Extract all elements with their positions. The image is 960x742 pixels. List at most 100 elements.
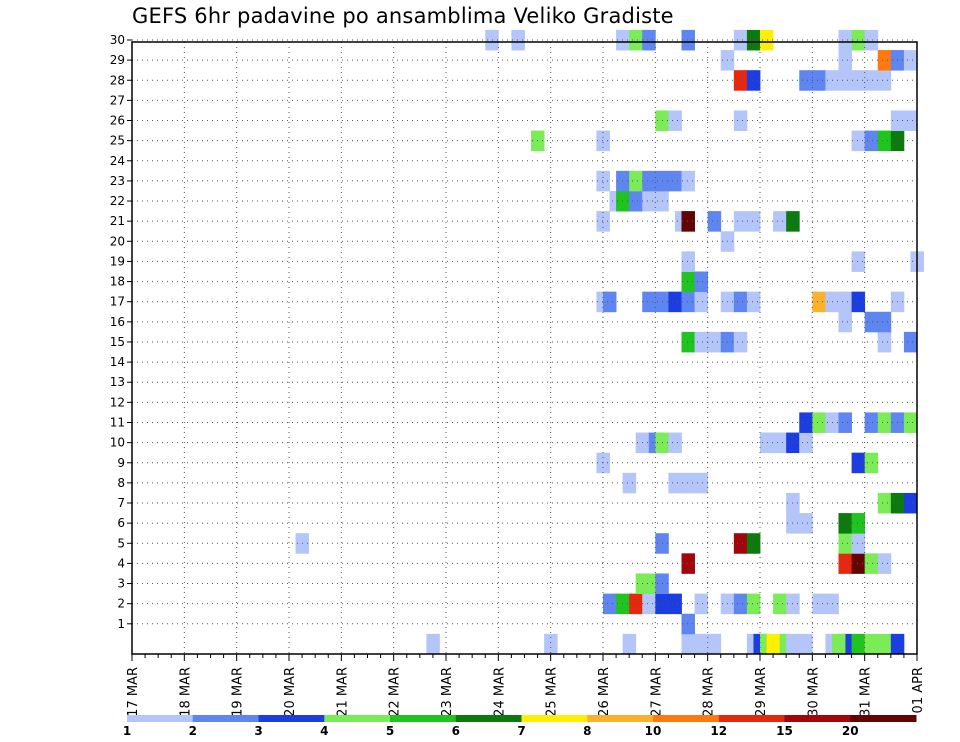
heatmap-cell-63: [851, 452, 866, 474]
legend-swatch-1: [192, 715, 259, 722]
heatmap-cell-55: [877, 492, 892, 514]
legend: 1 2 3 4 5 6 7 8 10 12 15 20: [123, 715, 917, 738]
heatmap-cell-68: [668, 432, 682, 454]
x-tick-label-13: 30 MAR: [806, 667, 821, 717]
heatmap-cell-22: [603, 593, 617, 615]
legend-label-11: 20: [842, 724, 859, 738]
legend-label-1: 2: [189, 724, 197, 738]
heatmap-cell-95: [668, 291, 682, 313]
heatmap-cell-139: [668, 110, 682, 131]
heatmap-cell-100: [746, 291, 761, 313]
legend-swatch-5: [455, 715, 522, 722]
heatmap-cell-148: [838, 70, 852, 91]
x-tick-label-2: 19 MAR: [231, 667, 246, 717]
heatmap-cell-118: [773, 211, 787, 232]
y-tick-label-22: 22: [110, 194, 125, 208]
heatmap-cell-166: [838, 29, 852, 51]
heatmap-cell-64: [864, 452, 879, 474]
heatmap-cell-165: [760, 29, 774, 51]
heatmap-cell-1: [544, 633, 558, 655]
heatmap-cell-40: [838, 553, 852, 574]
heatmap-cell-140: [733, 110, 748, 131]
heatmap-cell-83: [707, 331, 722, 353]
y-tick-label-18: 18: [110, 275, 125, 289]
x-tick-label-1: 18 MAR: [178, 667, 193, 717]
heatmap-cell-72: [799, 432, 813, 454]
heatmap-cell-144: [746, 70, 761, 91]
heatmap-cell-142: [903, 110, 918, 131]
heatmap-cell-58: [622, 472, 637, 494]
y-tick-label-30: 30: [110, 33, 125, 47]
heatmap-cell-47: [746, 533, 761, 554]
heatmap-cell-46: [733, 533, 748, 554]
heatmap-cell-53: [851, 513, 866, 534]
heatmap-cell-143: [733, 70, 748, 91]
y-tick-label-19: 19: [110, 254, 125, 268]
y-tick-label-20: 20: [110, 234, 125, 248]
heatmap-cell-88: [838, 311, 852, 333]
heatmap-cell-151: [877, 70, 892, 91]
heatmap-cell-39: [681, 553, 695, 574]
legend-swatch-4: [390, 715, 457, 722]
legend-swatch-7: [587, 715, 654, 722]
y-tick-label-15: 15: [110, 335, 125, 349]
heatmap-cell-106: [681, 271, 695, 293]
legend-swatch-11: [850, 715, 917, 722]
heatmap-cell-127: [629, 170, 643, 192]
y-tick-label-21: 21: [110, 214, 125, 228]
heatmap-cell-61: [694, 472, 709, 494]
x-axis: 17 MAR 18 MAR 19 MAR 20 MAR 21 MAR 22 MAR 23 M…: [126, 654, 926, 717]
legend-swatch-6: [521, 715, 588, 722]
heatmap-cell-42: [864, 553, 879, 574]
y-tick-label-5: 5: [117, 536, 125, 550]
y-tick-label-10: 10: [110, 436, 125, 450]
heatmap-cell-96: [681, 291, 695, 313]
heatmap-cell-122: [629, 190, 643, 212]
heatmap-cell-162: [681, 29, 695, 51]
heatmap-cell-161: [642, 29, 656, 51]
heatmap-cell-3: [681, 633, 695, 655]
heatmap-cell-128: [642, 170, 656, 192]
y-tick-label-8: 8: [117, 476, 125, 490]
x-tick-label-6: 23 MAR: [440, 667, 455, 717]
y-tick-label-29: 29: [110, 53, 125, 67]
heatmap-cell-78: [877, 412, 892, 433]
heatmap-cell-87: [903, 331, 918, 353]
heatmap-cell-30: [733, 593, 748, 615]
heatmap-cell-107: [694, 271, 709, 293]
heatmap-cell-158: [511, 29, 525, 51]
heatmap-cell-130: [668, 170, 682, 192]
heatmap-cell-34: [812, 593, 826, 615]
y-tick-label-7: 7: [117, 496, 125, 510]
heatmap-cell-114: [681, 211, 695, 232]
x-tick-label-5: 22 MAR: [388, 667, 403, 717]
heatmap-cell-8: [799, 633, 813, 655]
heatmap-cell-12: [864, 633, 879, 655]
heatmap-cell-103: [838, 291, 852, 313]
legend-label-4: 5: [386, 724, 394, 738]
heatmap-cell-125: [596, 170, 610, 192]
heatmap-cell-49: [851, 533, 866, 554]
heatmap-cell-14: [890, 633, 905, 655]
heatmap-cell-146: [812, 70, 826, 91]
y-tick-label-1: 1: [117, 617, 125, 631]
heatmap-cell-150: [864, 70, 879, 91]
heatmap-cell-51: [799, 513, 813, 534]
heatmap-cell-123: [642, 190, 656, 212]
heatmap-cell-97: [694, 291, 709, 313]
heatmap-cell-70: [773, 432, 787, 454]
y-tick-label-11: 11: [110, 415, 125, 429]
y-tick-label-27: 27: [110, 93, 125, 107]
heatmap-cell-109: [851, 251, 866, 272]
grid-lines: [131, 39, 918, 654]
heatmap-cell-164: [746, 29, 761, 51]
heatmap-cell-131: [681, 170, 695, 192]
legend-swatch-0: [127, 715, 194, 722]
x-tick-label-15: 01 APR: [911, 667, 926, 713]
heatmap-cell-21: [681, 613, 695, 635]
y-tick-label-4: 4: [117, 556, 125, 570]
heatmap-cell-117: [746, 211, 761, 232]
heatmap-cell-77: [864, 412, 879, 433]
heatmap-cell-52: [838, 513, 852, 534]
heatmap-cell-48: [838, 533, 852, 554]
